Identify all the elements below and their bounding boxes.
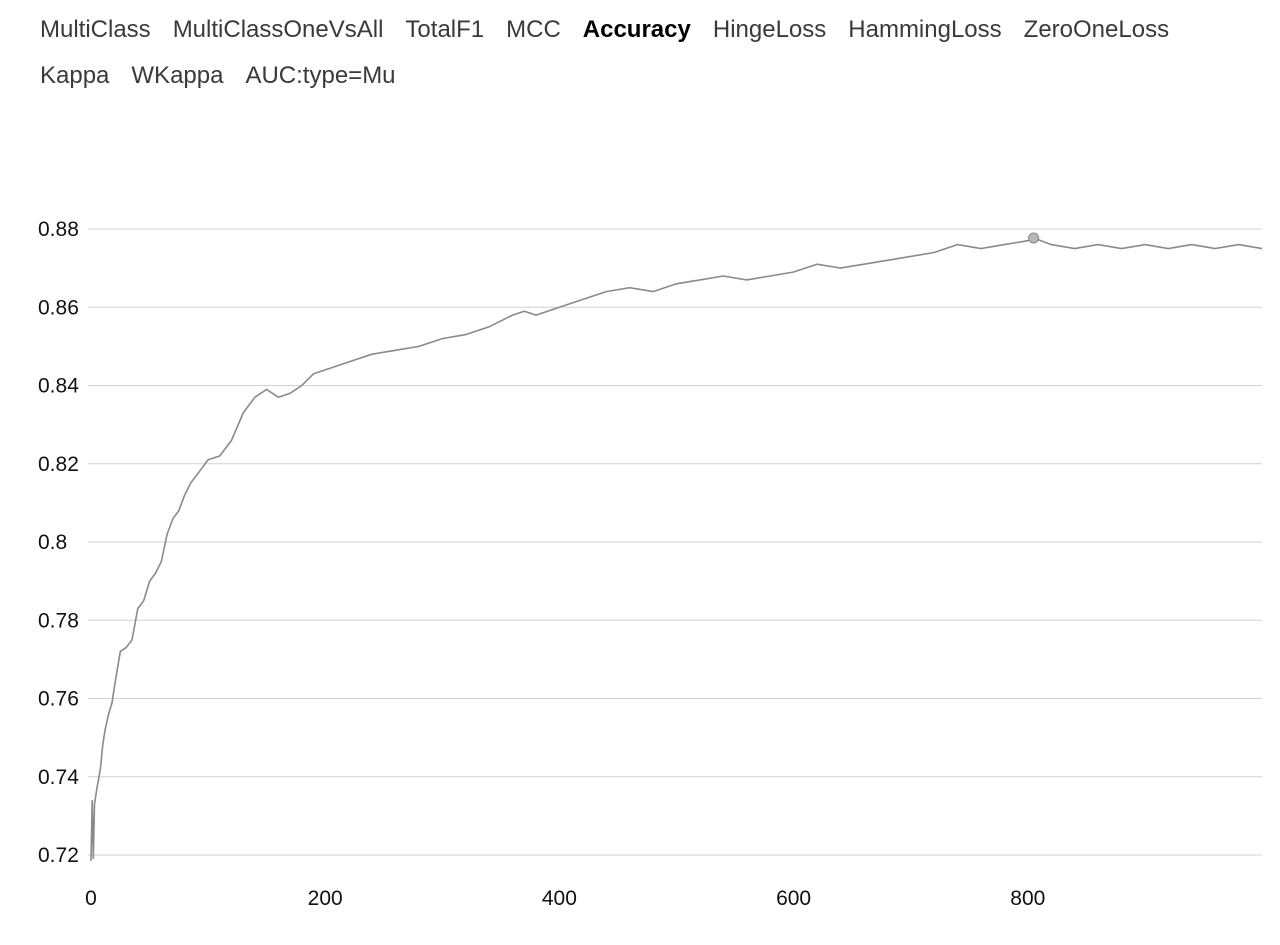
y-tick-label: 0.76 — [38, 688, 79, 711]
tab-multiclass-one-vs-all[interactable]: MultiClassOneVsAll — [172, 16, 384, 43]
series-layer — [90, 232, 1263, 861]
x-tick-label: 400 — [542, 887, 577, 910]
tab-mcc[interactable]: MCC — [506, 16, 561, 43]
y-axis-tick-labels: 0.72 0.74 0.76 0.78 0.8 0.82 0.84 0.86 0.88 — [38, 218, 79, 867]
tab-wkappa[interactable]: WKappa — [131, 62, 224, 89]
y-tick-label: 0.86 — [38, 296, 79, 319]
tab-auc-type-mu[interactable]: AUC:type=Mu — [245, 62, 396, 89]
y-tick-label: 0.72 — [38, 844, 79, 867]
y-tick-label: 0.78 — [38, 609, 79, 632]
grid-layer — [88, 228, 1262, 856]
tab-hinge-loss[interactable]: HingeLoss — [712, 16, 827, 43]
tab-multiclass[interactable]: MultiClass — [40, 16, 151, 43]
x-tick-label: 600 — [776, 887, 811, 910]
y-tick-label: 0.82 — [38, 453, 79, 476]
tab-hamming-loss[interactable]: HammingLoss — [848, 16, 1002, 43]
y-tick-label: 0.84 — [38, 375, 79, 398]
x-tick-label: 200 — [308, 887, 343, 910]
x-axis-tick-labels: 0 200 400 600 800 — [85, 887, 1045, 910]
tab-kappa[interactable]: Kappa — [40, 62, 110, 89]
tab-accuracy[interactable]: Accuracy — [582, 16, 691, 43]
accuracy-series-line — [90, 237, 1263, 861]
y-tick-label: 0.88 — [38, 218, 79, 241]
max-point-marker[interactable] — [1028, 232, 1040, 244]
metric-tabs: MultiClass MultiClassOneVsAll TotalF1 MC… — [38, 16, 1248, 90]
x-tick-label: 0 — [85, 887, 97, 910]
y-tick-label: 0.74 — [38, 766, 79, 789]
x-tick-label: 800 — [1010, 887, 1045, 910]
tab-total-f1[interactable]: TotalF1 — [405, 16, 485, 43]
y-tick-label: 0.8 — [38, 531, 67, 554]
tab-zero-one-loss[interactable]: ZeroOneLoss — [1023, 16, 1170, 43]
